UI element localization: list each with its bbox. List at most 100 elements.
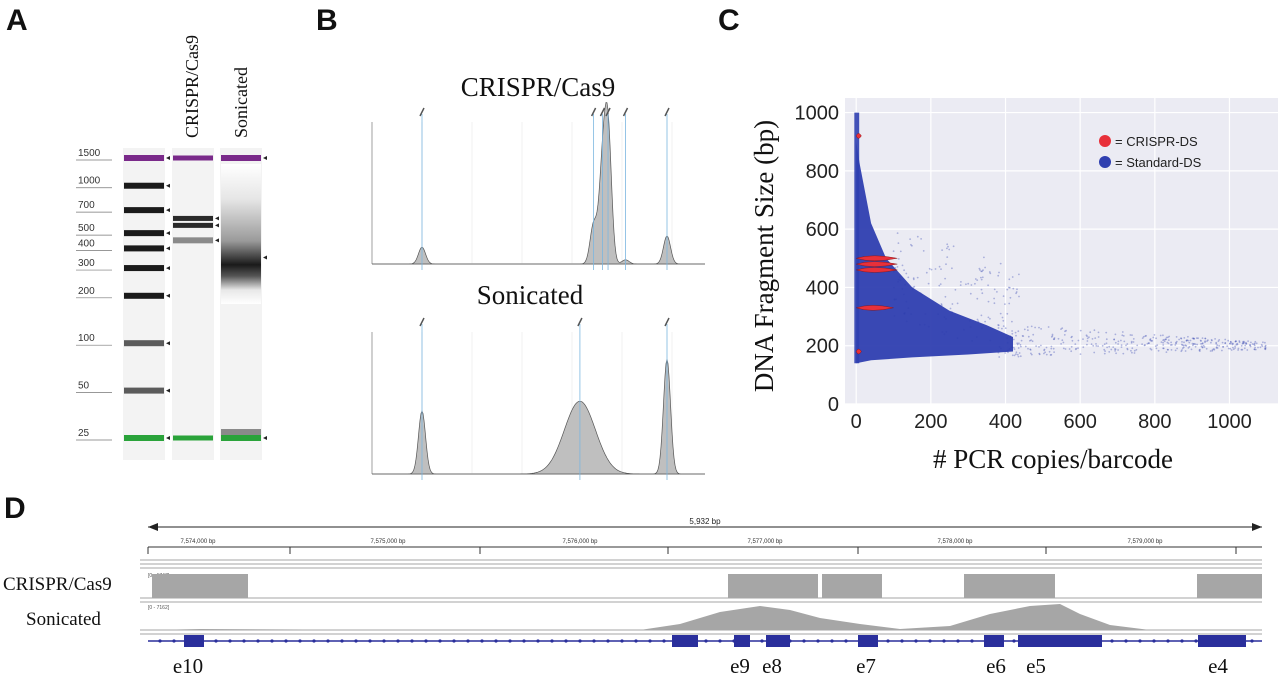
standard-ds-point xyxy=(1183,337,1186,339)
standard-ds-point xyxy=(899,276,901,278)
standard-ds-point xyxy=(1065,329,1067,332)
standard-ds-point xyxy=(1052,347,1055,350)
standard-ds-point xyxy=(945,318,947,320)
standard-ds-point xyxy=(1148,342,1150,344)
standard-ds-point xyxy=(1246,349,1249,351)
standard-ds-point xyxy=(1215,347,1218,349)
standard-ds-point xyxy=(1011,332,1014,335)
standard-ds-point xyxy=(1153,334,1156,336)
standard-ds-point xyxy=(1145,334,1147,337)
standard-ds-point xyxy=(1049,354,1052,356)
peak-marker-tag xyxy=(419,107,425,117)
ladder-tick xyxy=(166,388,170,393)
standard-ds-point xyxy=(1050,336,1053,338)
standard-ds-point xyxy=(922,250,925,252)
standard-ds-point xyxy=(905,272,908,275)
standard-ds-point xyxy=(1021,335,1024,337)
standard-ds-point xyxy=(1030,339,1032,341)
ladder-band xyxy=(124,292,164,299)
gene-direction-marker xyxy=(410,639,414,643)
standard-ds-point xyxy=(1150,340,1153,342)
standard-ds-point xyxy=(907,307,910,309)
standard-ds-point xyxy=(1070,345,1073,348)
ladder-label: 1500 xyxy=(78,148,101,159)
standard-ds-point xyxy=(944,295,947,298)
standard-ds-point xyxy=(945,330,948,333)
standard-ds-point xyxy=(974,282,976,285)
standard-ds-point xyxy=(1022,335,1025,337)
standard-ds-point xyxy=(1192,337,1195,340)
exon-labels: e10 e9 e8 e7 e6 e5 e4 xyxy=(173,654,1229,676)
standard-ds-point xyxy=(1236,342,1239,345)
standard-ds-point xyxy=(1195,337,1198,339)
standard-ds-point xyxy=(1213,348,1216,351)
standard-ds-point xyxy=(1094,337,1097,339)
standard-ds-density xyxy=(856,141,1013,364)
legend-label-crispr: = CRISPR-DS xyxy=(1115,134,1198,149)
standard-ds-point xyxy=(905,300,908,303)
standard-ds-point xyxy=(1090,343,1093,346)
standard-ds-point xyxy=(1264,345,1267,348)
standard-ds-point xyxy=(1009,296,1012,299)
standard-ds-point xyxy=(925,271,928,274)
exon-block xyxy=(672,635,698,647)
coverage-plots xyxy=(140,559,1262,635)
standard-ds-point xyxy=(1201,342,1204,344)
standard-ds-point xyxy=(1251,343,1254,345)
standard-ds-point xyxy=(1130,342,1133,344)
standard-ds-point xyxy=(946,243,949,246)
standard-ds-point xyxy=(1240,344,1243,347)
standard-ds-point xyxy=(1121,334,1124,337)
standard-ds-point xyxy=(1187,347,1190,349)
standard-ds-point xyxy=(1192,343,1195,345)
standard-ds-point xyxy=(1185,339,1188,342)
standard-ds-point xyxy=(1105,331,1108,334)
standard-ds-point xyxy=(1013,354,1016,357)
sonicated-band-tick xyxy=(263,255,267,260)
gene-direction-marker xyxy=(760,639,764,643)
standard-ds-point xyxy=(1199,339,1202,342)
standard-ds-point xyxy=(1126,343,1129,345)
span-label: 5,932 bp xyxy=(689,517,721,526)
standard-ds-point xyxy=(1159,334,1162,337)
standard-ds-point xyxy=(1166,348,1169,351)
standard-ds-point xyxy=(987,316,990,319)
standard-ds-point xyxy=(1061,339,1064,342)
gene-direction-marker xyxy=(1152,639,1156,643)
standard-ds-point xyxy=(1079,353,1082,355)
standard-ds-point xyxy=(1218,344,1221,347)
standard-ds-point xyxy=(1006,341,1009,344)
standard-ds-point xyxy=(940,303,943,305)
standard-ds-point xyxy=(1143,344,1146,347)
exon-label: e4 xyxy=(1208,654,1228,676)
standard-ds-point xyxy=(1103,343,1106,346)
standard-ds-point xyxy=(1215,346,1218,348)
peak-marker-tag xyxy=(664,317,670,327)
standard-ds-point xyxy=(969,292,972,295)
standard-ds-point xyxy=(1209,350,1212,352)
plot-background xyxy=(845,98,1278,404)
gene-direction-marker xyxy=(942,639,946,643)
sonicated-band-shadow xyxy=(221,429,261,435)
standard-ds-point xyxy=(1180,343,1183,346)
ladder-band xyxy=(124,155,164,161)
standard-ds-point xyxy=(899,250,902,253)
standard-ds-point xyxy=(1027,335,1030,338)
standard-ds-point xyxy=(1259,346,1262,349)
standard-ds-point xyxy=(1113,338,1116,341)
standard-ds-point xyxy=(1043,349,1045,352)
standard-ds-point xyxy=(1149,338,1151,341)
standard-ds-point xyxy=(943,316,946,319)
standard-ds-point xyxy=(1144,344,1146,346)
standard-ds-point xyxy=(1166,341,1169,344)
standard-ds-point xyxy=(1114,341,1117,344)
standard-ds-point xyxy=(919,323,921,326)
standard-ds-point xyxy=(1089,331,1092,334)
standard-ds-point xyxy=(1064,348,1067,350)
standard-ds-point xyxy=(1114,333,1117,336)
gene-direction-marker xyxy=(424,639,428,643)
standard-ds-point xyxy=(1261,345,1264,347)
standard-ds-point xyxy=(1254,340,1257,343)
gene-direction-marker xyxy=(298,639,302,643)
y-tick-label: 600 xyxy=(806,219,839,241)
